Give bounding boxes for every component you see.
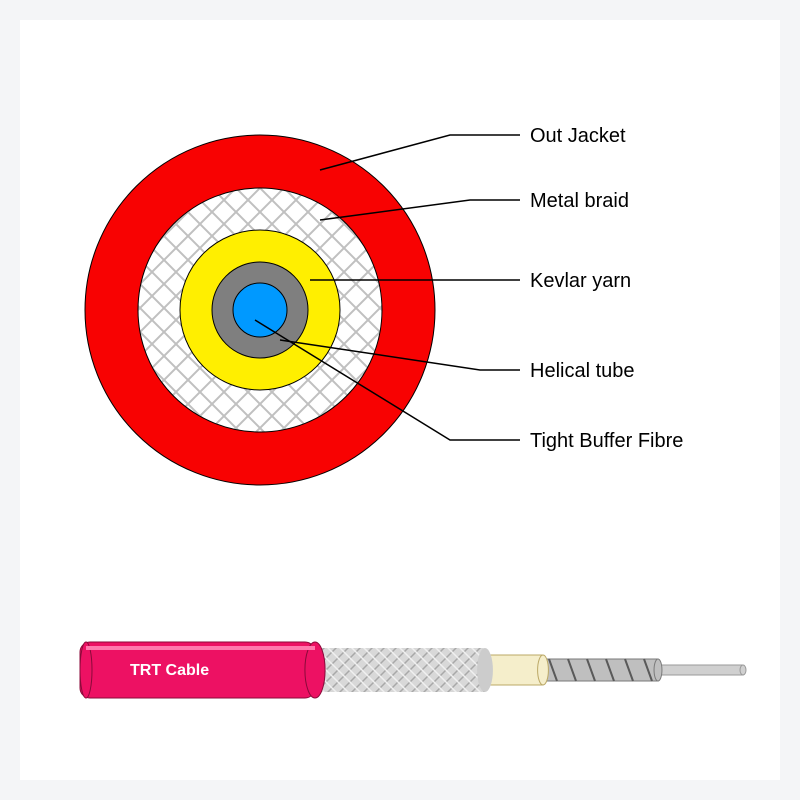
side-segment-helical [543, 659, 658, 681]
callout-label: Tight Buffer Fibre [530, 430, 683, 453]
side-segment-fibre [658, 665, 743, 675]
side-segment-kevlar [485, 655, 543, 685]
side-segment-braid [315, 648, 485, 692]
side-cap-jacket [305, 642, 325, 698]
cable-brand-label: TRT Cable [130, 662, 209, 680]
cross-section-svg [20, 20, 780, 580]
side-cap-fibre [740, 665, 746, 675]
callout-label: Helical tube [530, 360, 635, 383]
side-cap-helical [654, 659, 662, 681]
callout-label: Out Jacket [530, 125, 626, 148]
callout-label: Kevlar yarn [530, 270, 631, 293]
layer-tight-buffer [233, 283, 287, 337]
side-cap-braid [477, 648, 493, 692]
callout-label: Metal braid [530, 190, 629, 213]
cable-side-svg [20, 580, 780, 780]
side-cap-kevlar [538, 655, 549, 685]
diagram-canvas: Out Jacket Metal braid Kevlar yarn Helical … [20, 20, 780, 780]
